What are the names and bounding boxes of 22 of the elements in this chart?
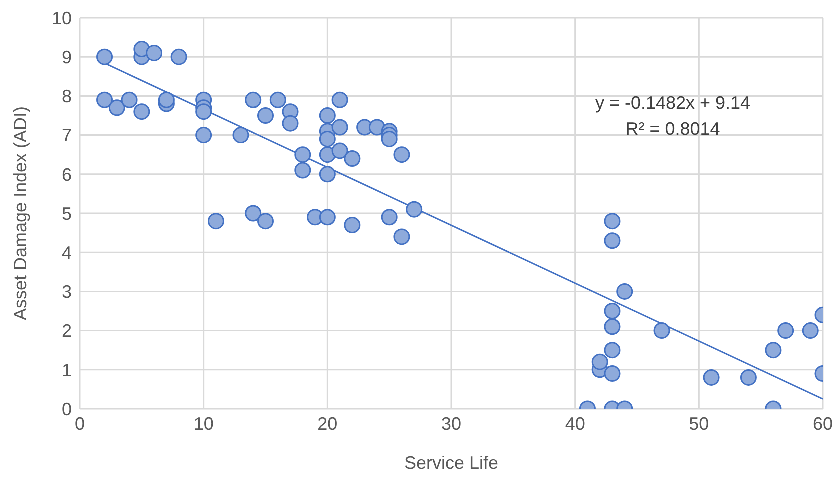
y-tick-label: 9 — [62, 47, 72, 68]
y-tick-label: 10 — [52, 8, 72, 28]
y-tick-label: 8 — [62, 86, 72, 107]
y-tick-label: 7 — [62, 126, 72, 146]
x-tick-label: 0 — [74, 414, 86, 434]
x-axis-title: Service Life — [404, 453, 499, 473]
annotation: y = -0.1482x + 9.14 — [594, 92, 752, 115]
x-tick-label: 20 — [318, 414, 338, 434]
y-axis-title: Asset Damage Index (ADI) — [10, 106, 30, 321]
x-tick-label: 30 — [441, 414, 462, 434]
annotation: R² = 0.8014 — [624, 118, 722, 141]
y-tick-label: 2 — [62, 321, 72, 342]
y-tick-label: 0 — [62, 399, 72, 420]
y-tick-label: 5 — [62, 204, 72, 224]
x-tick-label: 10 — [194, 414, 214, 434]
x-tick-label: 40 — [565, 414, 586, 434]
x-tick-label: 50 — [689, 414, 710, 434]
y-tick-label: 1 — [62, 360, 72, 380]
y-tick-label: 4 — [62, 242, 72, 263]
x-tick-label: 60 — [812, 414, 834, 434]
y-tick-label: 3 — [62, 282, 72, 302]
y-tick-label: 6 — [62, 164, 72, 185]
